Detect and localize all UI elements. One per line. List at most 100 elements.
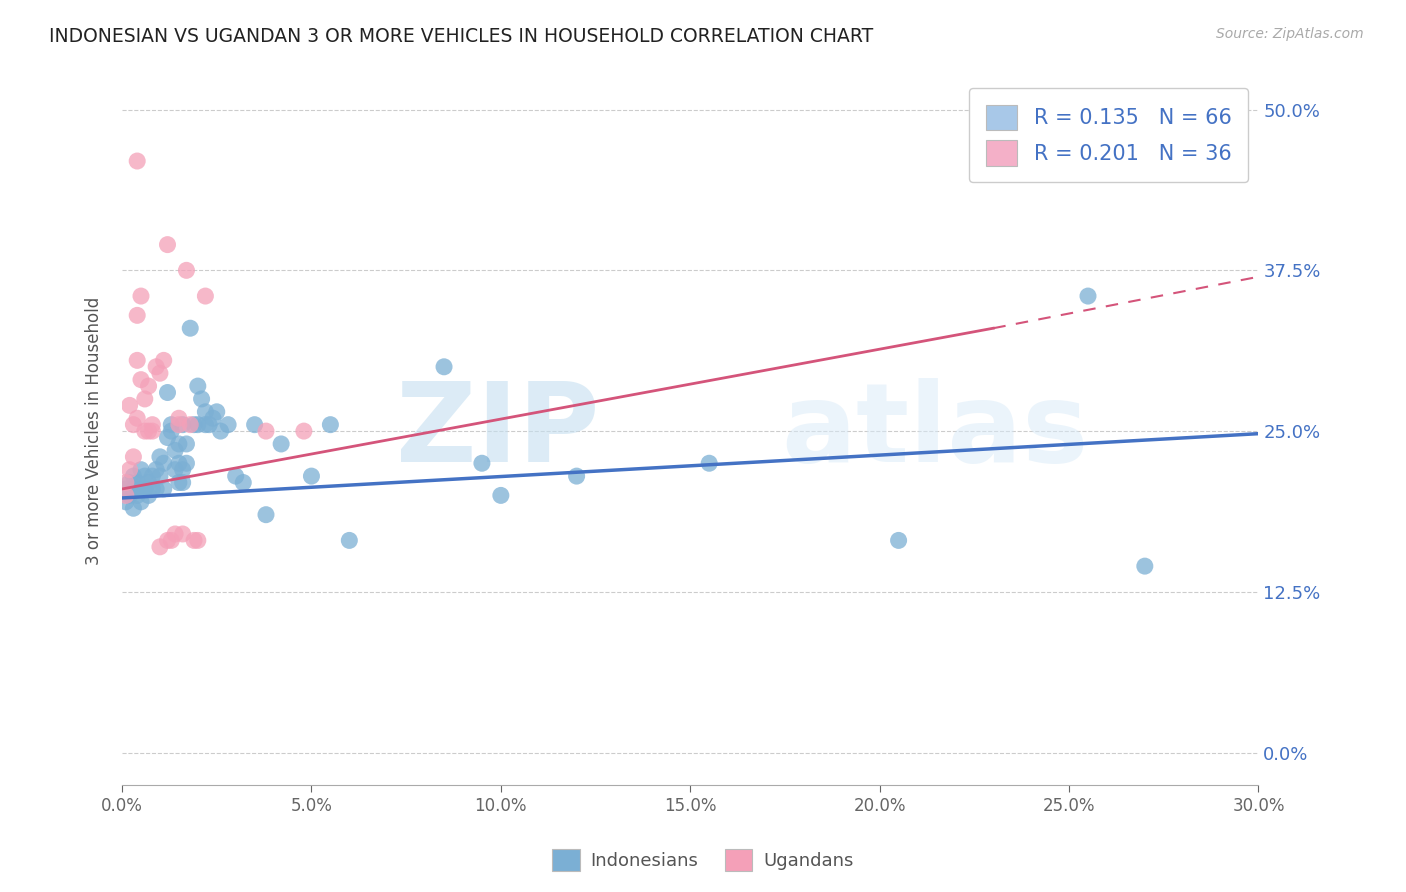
Point bbox=[122, 450, 145, 464]
Point bbox=[129, 463, 152, 477]
Point bbox=[337, 533, 360, 548]
Point bbox=[187, 533, 209, 548]
Point bbox=[156, 431, 179, 445]
Point bbox=[243, 417, 266, 432]
Point bbox=[149, 469, 172, 483]
Point bbox=[129, 495, 152, 509]
Point bbox=[122, 417, 145, 432]
Point bbox=[141, 424, 163, 438]
Point bbox=[194, 405, 217, 419]
Point bbox=[433, 359, 456, 374]
Point bbox=[270, 437, 292, 451]
Point bbox=[160, 533, 183, 548]
Point bbox=[122, 469, 145, 483]
Point bbox=[176, 437, 198, 451]
Legend: Indonesians, Ugandans: Indonesians, Ugandans bbox=[546, 842, 860, 879]
Point bbox=[145, 359, 167, 374]
Point bbox=[887, 533, 910, 548]
Point bbox=[134, 392, 156, 406]
Point bbox=[138, 488, 160, 502]
Point bbox=[156, 385, 179, 400]
Point bbox=[122, 501, 145, 516]
Point bbox=[205, 405, 228, 419]
Point bbox=[152, 482, 174, 496]
Point bbox=[194, 417, 217, 432]
Point bbox=[149, 366, 172, 380]
Point bbox=[127, 488, 149, 502]
Legend: R = 0.135   N = 66, R = 0.201   N = 36: R = 0.135 N = 66, R = 0.201 N = 36 bbox=[969, 87, 1249, 183]
Point bbox=[115, 482, 138, 496]
Point bbox=[134, 482, 156, 496]
Point bbox=[232, 475, 254, 490]
Point bbox=[149, 450, 172, 464]
Point bbox=[165, 527, 187, 541]
Point bbox=[167, 475, 190, 490]
Point bbox=[127, 475, 149, 490]
Point bbox=[209, 424, 232, 438]
Point bbox=[129, 373, 152, 387]
Point bbox=[127, 411, 149, 425]
Point bbox=[172, 417, 194, 432]
Point bbox=[292, 424, 315, 438]
Point bbox=[167, 417, 190, 432]
Point bbox=[201, 411, 224, 425]
Point bbox=[183, 417, 205, 432]
Point bbox=[141, 469, 163, 483]
Point bbox=[1133, 559, 1156, 574]
Point bbox=[187, 379, 209, 393]
Point bbox=[1077, 289, 1099, 303]
Point bbox=[167, 437, 190, 451]
Point bbox=[118, 398, 141, 412]
Point bbox=[319, 417, 342, 432]
Point bbox=[179, 321, 201, 335]
Point bbox=[145, 463, 167, 477]
Point bbox=[254, 508, 277, 522]
Point bbox=[156, 533, 179, 548]
Point bbox=[176, 263, 198, 277]
Point bbox=[138, 475, 160, 490]
Point bbox=[141, 417, 163, 432]
Point bbox=[225, 469, 247, 483]
Point bbox=[129, 289, 152, 303]
Point bbox=[115, 488, 138, 502]
Point bbox=[176, 456, 198, 470]
Point bbox=[172, 475, 194, 490]
Point bbox=[152, 353, 174, 368]
Point bbox=[127, 154, 149, 169]
Point bbox=[471, 456, 494, 470]
Point bbox=[187, 417, 209, 432]
Point bbox=[160, 417, 183, 432]
Text: INDONESIAN VS UGANDAN 3 OR MORE VEHICLES IN HOUSEHOLD CORRELATION CHART: INDONESIAN VS UGANDAN 3 OR MORE VEHICLES… bbox=[49, 27, 873, 45]
Text: ZIP: ZIP bbox=[396, 377, 599, 484]
Point bbox=[115, 495, 138, 509]
Point bbox=[190, 392, 212, 406]
Point bbox=[167, 411, 190, 425]
Point bbox=[129, 482, 152, 496]
Text: Source: ZipAtlas.com: Source: ZipAtlas.com bbox=[1216, 27, 1364, 41]
Point bbox=[172, 463, 194, 477]
Point bbox=[565, 469, 588, 483]
Point bbox=[179, 417, 201, 432]
Point bbox=[254, 424, 277, 438]
Point bbox=[149, 540, 172, 554]
Point bbox=[156, 237, 179, 252]
Point bbox=[489, 488, 512, 502]
Point bbox=[122, 482, 145, 496]
Point bbox=[152, 456, 174, 470]
Point bbox=[301, 469, 323, 483]
Point bbox=[118, 463, 141, 477]
Point bbox=[138, 379, 160, 393]
Point bbox=[167, 456, 190, 470]
Point bbox=[134, 469, 156, 483]
Y-axis label: 3 or more Vehicles in Household: 3 or more Vehicles in Household bbox=[86, 297, 103, 566]
Point bbox=[138, 424, 160, 438]
Point bbox=[194, 289, 217, 303]
Point bbox=[160, 424, 183, 438]
Point bbox=[118, 475, 141, 490]
Point bbox=[145, 482, 167, 496]
Point bbox=[217, 417, 239, 432]
Point bbox=[198, 417, 221, 432]
Point bbox=[165, 463, 187, 477]
Point bbox=[141, 482, 163, 496]
Point bbox=[115, 475, 138, 490]
